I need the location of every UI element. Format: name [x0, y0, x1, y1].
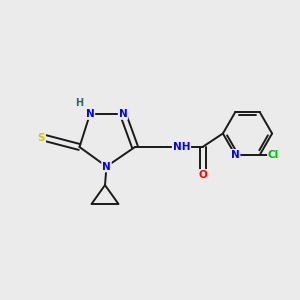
Text: S: S	[38, 133, 45, 143]
Text: NH: NH	[173, 142, 190, 152]
Text: H: H	[75, 98, 84, 108]
Text: N: N	[85, 109, 94, 119]
Text: N: N	[231, 150, 240, 160]
Text: N: N	[118, 109, 127, 119]
Text: Cl: Cl	[268, 150, 279, 160]
Text: O: O	[198, 170, 207, 180]
Text: N: N	[102, 161, 111, 172]
